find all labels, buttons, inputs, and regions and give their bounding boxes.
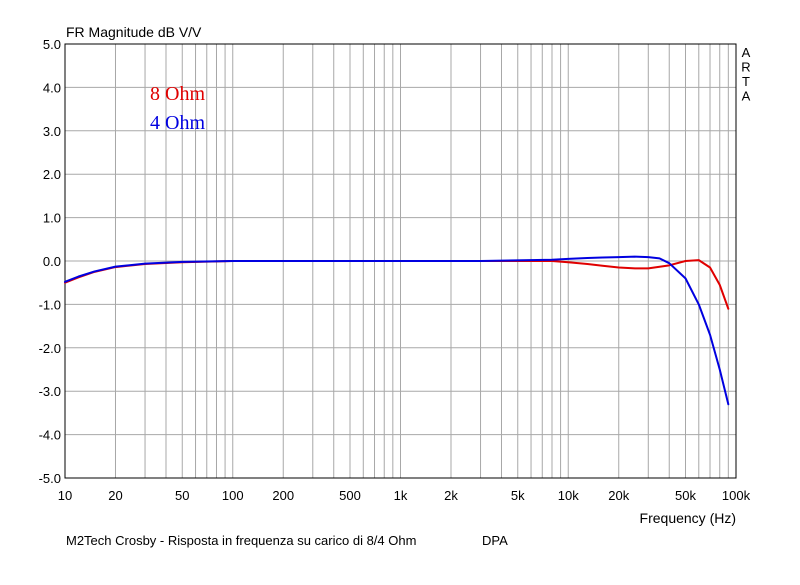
caption-title: M2Tech Crosby - Risposta in frequenza su… — [66, 533, 416, 548]
side-label-letter: A — [742, 45, 751, 60]
x-tick-label: 10 — [58, 488, 72, 503]
side-label-letter: T — [742, 74, 750, 89]
x-tick-label: 1k — [394, 488, 408, 503]
series-line-4-ohm — [64, 255, 730, 406]
series-line-8-ohm — [64, 259, 730, 310]
x-tick-label: 20 — [108, 488, 122, 503]
x-axis-ticks: 10 20 50 100 200 500 1k 2k 5k 10k 20k 50k 100k — [58, 488, 751, 503]
chart-title: FR Magnitude dB V/V — [66, 24, 202, 40]
series-lines — [64, 255, 730, 406]
x-axis-label: Frequency (Hz) — [640, 510, 736, 526]
y-tick-label: -1.0 — [39, 297, 61, 312]
y-tick-label: -5.0 — [39, 471, 61, 486]
y-tick-label: -2.0 — [39, 341, 61, 356]
y-tick-label: 5.0 — [43, 37, 61, 52]
legend-8-ohm: 8 Ohm — [150, 83, 205, 105]
caption-author: DPA — [482, 533, 508, 548]
y-tick-label: 1.0 — [43, 211, 61, 226]
x-tick-label: 50k — [675, 488, 696, 503]
y-tick-label: 4.0 — [43, 80, 61, 95]
x-tick-label: 100 — [222, 488, 244, 503]
y-tick-label: 2.0 — [43, 167, 61, 182]
x-tick-label: 10k — [558, 488, 579, 503]
legend-4-ohm: 4 Ohm — [150, 112, 205, 134]
y-tick-label: -3.0 — [39, 384, 61, 399]
y-axis-ticks: 5.0 4.0 3.0 2.0 1.0 0.0 -1.0 -2.0 -3.0 -4.0 -5.0 — [39, 37, 61, 486]
x-tick-label: 500 — [339, 488, 361, 503]
y-tick-label: 3.0 — [43, 124, 61, 139]
x-tick-label: 2k — [444, 488, 458, 503]
y-tick-label: 0.0 — [43, 254, 61, 269]
x-tick-label: 5k — [511, 488, 525, 503]
x-tick-label: 100k — [722, 488, 751, 503]
plot-border — [64, 43, 737, 479]
x-tick-label: 200 — [272, 488, 294, 503]
x-tick-label: 20k — [608, 488, 629, 503]
x-tick-label: 50 — [175, 488, 189, 503]
side-label-letter: A — [742, 89, 751, 104]
y-tick-label: -4.0 — [39, 428, 61, 443]
side-label-letter: R — [741, 60, 750, 75]
